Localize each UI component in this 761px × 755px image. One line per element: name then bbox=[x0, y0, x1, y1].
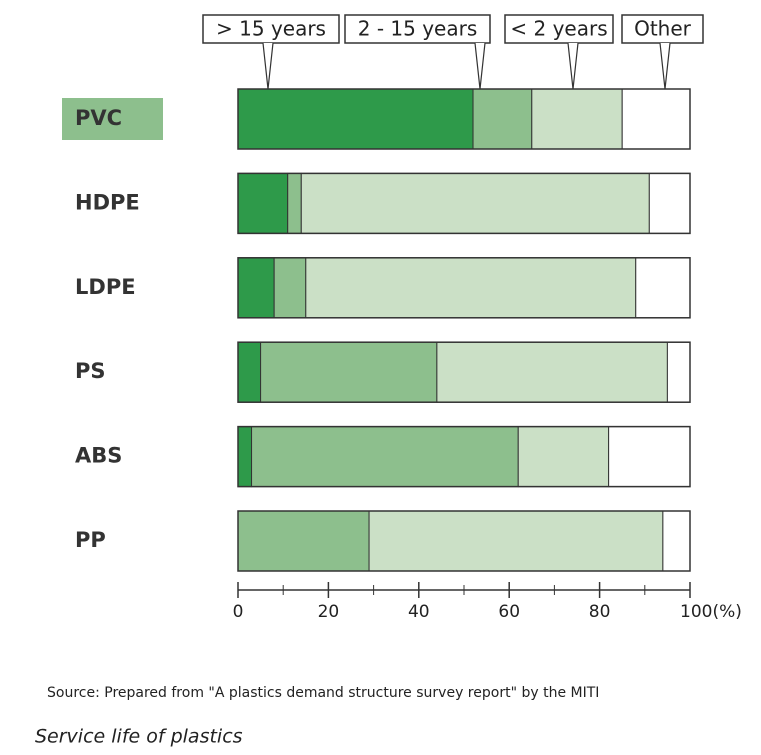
bar-segment bbox=[237, 426, 253, 488]
bar-outline bbox=[237, 88, 691, 150]
legend-box bbox=[202, 14, 340, 44]
bar-outline bbox=[237, 510, 691, 572]
source-note: Source: Prepared from "A plastics demand… bbox=[47, 685, 599, 701]
legend-box bbox=[504, 14, 614, 44]
legend-label: 2 - 15 years bbox=[358, 17, 478, 41]
category-label: HDPE bbox=[75, 190, 140, 214]
bar-segment bbox=[237, 510, 370, 572]
bar-segment bbox=[300, 172, 650, 234]
category-label: ABS bbox=[75, 444, 122, 468]
bar-segment bbox=[648, 172, 691, 234]
category-label: LDPE bbox=[75, 275, 136, 299]
bar-segment bbox=[237, 172, 289, 234]
bar-outline bbox=[237, 257, 691, 319]
bar-segment bbox=[436, 341, 668, 403]
x-tick-label: 40 bbox=[408, 602, 430, 622]
bar-segment bbox=[517, 426, 610, 488]
bar-segment bbox=[237, 341, 262, 403]
bar-segment bbox=[662, 510, 691, 572]
bar-outline bbox=[237, 341, 691, 403]
legend-label: < 2 years bbox=[510, 17, 607, 41]
x-tick-label: 60 bbox=[498, 602, 520, 622]
x-tick-label: 100(%) bbox=[680, 602, 742, 622]
x-tick-label: 0 bbox=[233, 602, 244, 622]
bar-segment bbox=[237, 257, 275, 319]
bar-segment bbox=[305, 257, 637, 319]
bar-outline bbox=[237, 425, 691, 488]
legend-label: > 15 years bbox=[216, 17, 326, 41]
bar-outline bbox=[237, 172, 691, 235]
chart-title: Service life of plastics bbox=[35, 726, 243, 748]
legend-pointer bbox=[567, 42, 579, 90]
bar-segment bbox=[368, 510, 664, 572]
bar-segment bbox=[666, 341, 691, 403]
bar-segment bbox=[608, 426, 691, 488]
legend-box bbox=[344, 14, 491, 44]
legend-box bbox=[621, 14, 704, 44]
x-tick-label: 20 bbox=[318, 602, 340, 622]
category-label: PVC bbox=[75, 106, 122, 130]
bar-segment bbox=[237, 88, 474, 150]
x-tick-label: 80 bbox=[589, 602, 611, 622]
bar-segment bbox=[472, 88, 533, 150]
bar-segment bbox=[260, 341, 438, 403]
bar-segment bbox=[635, 257, 691, 319]
bar-segment bbox=[531, 88, 623, 150]
legend-label: Other bbox=[634, 17, 692, 41]
legend-pointer bbox=[262, 42, 274, 90]
bar-segment bbox=[287, 172, 302, 234]
legend-pointer bbox=[659, 42, 671, 90]
category-label: PP bbox=[75, 528, 106, 552]
highlight-box bbox=[62, 98, 163, 140]
legend-pointer bbox=[474, 42, 486, 90]
bar-segment bbox=[273, 257, 307, 319]
bar-segment bbox=[621, 88, 691, 150]
category-label: PS bbox=[75, 359, 106, 383]
bar-segment bbox=[251, 426, 519, 488]
